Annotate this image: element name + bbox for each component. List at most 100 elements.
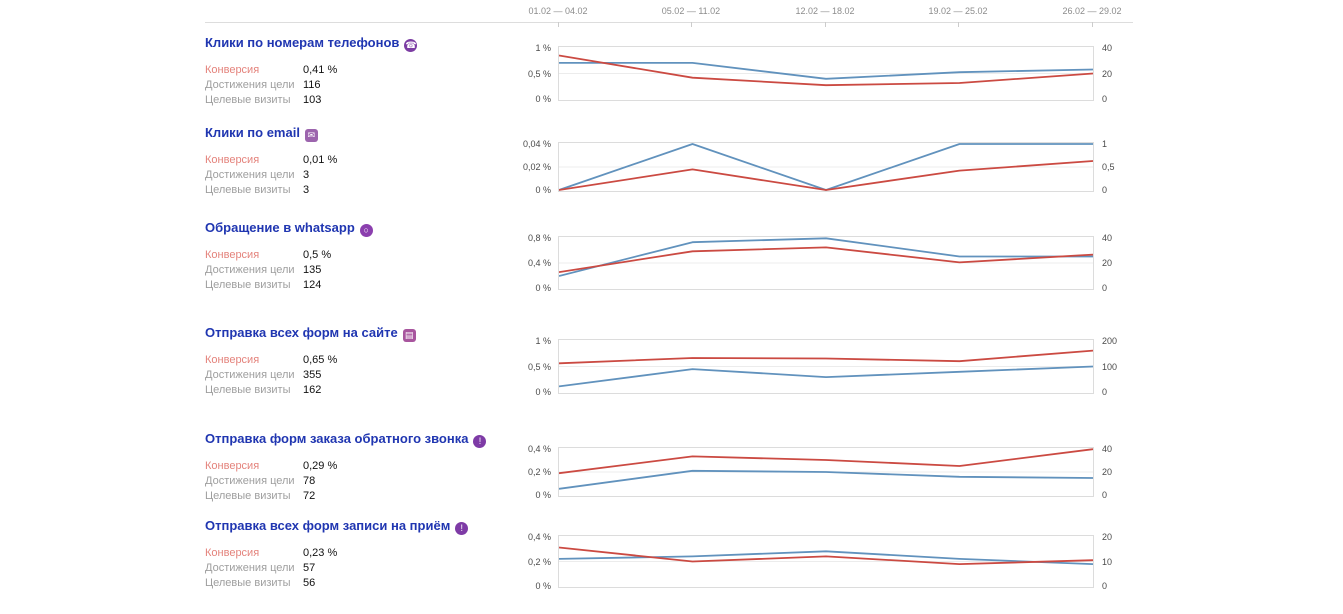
axis-tick-label: 0,4 % bbox=[527, 444, 551, 454]
goal-reaches-label: Достижения цели bbox=[205, 475, 295, 487]
series-line-conversion bbox=[559, 54, 1093, 87]
date-range-label: 12.02 — 18.02 bbox=[795, 6, 855, 16]
target-visits-value: 162 bbox=[303, 384, 322, 396]
right-axis: 1 0,5 0 bbox=[1102, 139, 1142, 195]
left-axis: 1 % 0,5 % 0 % bbox=[491, 336, 551, 397]
target-visits-value: 124 bbox=[303, 279, 322, 291]
target-visits-value: 72 bbox=[303, 490, 316, 502]
target-visits-value: 103 bbox=[303, 94, 322, 106]
axis-tick-label: 200 bbox=[1102, 336, 1118, 346]
axis-tick-label: 0,2 % bbox=[527, 467, 551, 477]
conversion-value: 0,29 % bbox=[303, 460, 338, 472]
axis-tick-label: 0,5 bbox=[1102, 162, 1115, 172]
date-axis-tick bbox=[825, 22, 826, 27]
goal-reaches-label: Достижения цели bbox=[205, 369, 295, 381]
goal-reaches-value: 355 bbox=[303, 369, 322, 381]
goal-reaches-value: 78 bbox=[303, 475, 316, 487]
conversion-label: Конверсия bbox=[205, 64, 260, 76]
series-line-conversion bbox=[559, 160, 1093, 191]
goal-title-text: Клики по email bbox=[205, 125, 300, 140]
info-icon: ! bbox=[473, 435, 487, 448]
axis-tick-label: 20 bbox=[1102, 258, 1113, 268]
conversion-value: 0,5 % bbox=[303, 249, 332, 261]
target-visits-label: Целевые визиты bbox=[205, 384, 291, 396]
axis-tick-label: 1 % bbox=[535, 336, 551, 346]
goal-reaches-value: 3 bbox=[303, 169, 310, 181]
goal-reaches-label: Достижения цели bbox=[205, 79, 295, 91]
goal-reaches-label: Достижения цели bbox=[205, 264, 295, 276]
axis-tick-label: 0 bbox=[1102, 94, 1108, 104]
left-axis: 1 % 0,5 % 0 % bbox=[491, 43, 551, 104]
target-visits-label: Целевые визиты bbox=[205, 279, 291, 291]
goal-section-appointment-forms: Отправка всех форм записи на приём! Конв… bbox=[205, 518, 505, 589]
target-visits-label: Целевые визиты bbox=[205, 94, 291, 106]
axis-tick-label: 0 % bbox=[535, 581, 551, 591]
date-axis-tick bbox=[691, 22, 692, 27]
target-visits-label: Целевые визиты bbox=[205, 490, 291, 502]
conversion-value: 0,65 % bbox=[303, 354, 338, 366]
date-axis-rule bbox=[205, 22, 1133, 23]
axis-tick-label: 0 bbox=[1102, 185, 1108, 195]
axis-tick-label: 1 bbox=[1102, 139, 1108, 149]
series-line-goal-reaches bbox=[559, 237, 1093, 277]
left-axis: 0,4 % 0,2 % 0 % bbox=[491, 532, 551, 591]
goal-title-link[interactable]: Отправка всех форм на сайте ▤ bbox=[205, 325, 505, 342]
series-line-goal-reaches bbox=[559, 469, 1093, 490]
conversion-value: 0,23 % bbox=[303, 547, 338, 559]
goal-title-link[interactable]: Клики по email ✉ bbox=[205, 125, 505, 142]
goal-section-email-clicks: Клики по email ✉ Конверсия 0,01 % Достижен… bbox=[205, 125, 505, 196]
goal-title-link[interactable]: Отправка форм заказа обратного звонка! bbox=[205, 431, 505, 448]
target-visits-value: 3 bbox=[303, 184, 310, 196]
date-axis-tick bbox=[1092, 22, 1093, 27]
form-icon: ▤ bbox=[402, 329, 416, 342]
chart-email-clicks: 0,04 % 0,02 % 0 % 1 0,5 0 bbox=[523, 139, 1115, 195]
info-icon: ! bbox=[455, 522, 469, 535]
series-line-goal-reaches bbox=[559, 365, 1093, 388]
axis-tick-label: 0 bbox=[1102, 581, 1108, 591]
date-range-label: 26.02 — 29.02 bbox=[1062, 6, 1122, 16]
axis-tick-label: 1 % bbox=[535, 43, 551, 53]
axis-tick-label: 0 % bbox=[535, 185, 551, 195]
goal-title-link[interactable]: Обращение в whatsapp ○ bbox=[205, 220, 505, 237]
goal-title-text: Клики по номерам телефонов bbox=[205, 35, 400, 50]
right-axis: 40 20 0 bbox=[1102, 444, 1142, 500]
goal-title-text: Отправка всех форм на сайте bbox=[205, 325, 398, 340]
axis-tick-label: 100 bbox=[1102, 361, 1118, 372]
axis-tick-label: 0,04 % bbox=[522, 139, 551, 149]
sparkline-plot bbox=[559, 54, 1093, 87]
conversion-label: Конверсия bbox=[205, 249, 260, 261]
chart-whatsapp: 0,8 % 0,4 % 0 % 40 20 0 bbox=[528, 233, 1112, 293]
goal-title-link[interactable]: Клики по номерам телефонов ☎ bbox=[205, 35, 505, 52]
series-line-conversion bbox=[559, 546, 1093, 566]
goal-section-whatsapp: Обращение в whatsapp ○ Конверсия 0,5 % Дос… bbox=[205, 220, 505, 291]
axis-tick-label: 0 bbox=[1102, 283, 1108, 293]
goal-section-phone-clicks: Клики по номерам телефонов ☎ Конверсия 0,4… bbox=[205, 35, 505, 106]
left-axis: 0,8 % 0,4 % 0 % bbox=[491, 233, 551, 293]
date-range-label: 01.02 — 04.02 bbox=[528, 6, 588, 16]
series-line-conversion bbox=[559, 448, 1093, 475]
series-line-conversion bbox=[559, 246, 1093, 273]
goal-title-link[interactable]: Отправка всех форм записи на приём! bbox=[205, 518, 505, 535]
axis-tick-label: 0,02 % bbox=[522, 162, 551, 172]
sparkline-plot bbox=[559, 448, 1093, 490]
axis-tick-label: 40 bbox=[1102, 444, 1113, 454]
goal-section-callback-forms: Отправка форм заказа обратного звонка! К… bbox=[205, 431, 505, 502]
date-axis-tick bbox=[958, 22, 959, 27]
phone-icon: ☎ bbox=[404, 39, 418, 52]
axis-tick-label: 0 % bbox=[535, 283, 551, 293]
whatsapp-icon: ○ bbox=[359, 224, 373, 237]
email-icon: ✉ bbox=[304, 129, 318, 142]
axis-tick-label: 20 bbox=[1102, 467, 1113, 477]
axis-tick-label: 0,4 % bbox=[527, 532, 551, 542]
conversion-value: 0,41 % bbox=[303, 64, 338, 76]
axis-tick-label: 0,2 % bbox=[527, 556, 551, 567]
chart-phone-clicks: 1 % 0,5 % 0 % 40 20 0 bbox=[528, 43, 1112, 104]
axis-tick-label: 40 bbox=[1102, 233, 1113, 243]
axis-tick-label: 0,8 % bbox=[527, 233, 551, 243]
axis-tick-label: 0 bbox=[1102, 387, 1108, 397]
axis-tick-label: 10 bbox=[1102, 556, 1113, 567]
goal-reaches-label: Достижения цели bbox=[205, 169, 295, 181]
goal-section-all-forms: Отправка всех форм на сайте ▤ Конверсия 0,… bbox=[205, 325, 505, 396]
conversion-label: Конверсия bbox=[205, 154, 260, 166]
axis-tick-label: 0,5 % bbox=[527, 68, 551, 79]
